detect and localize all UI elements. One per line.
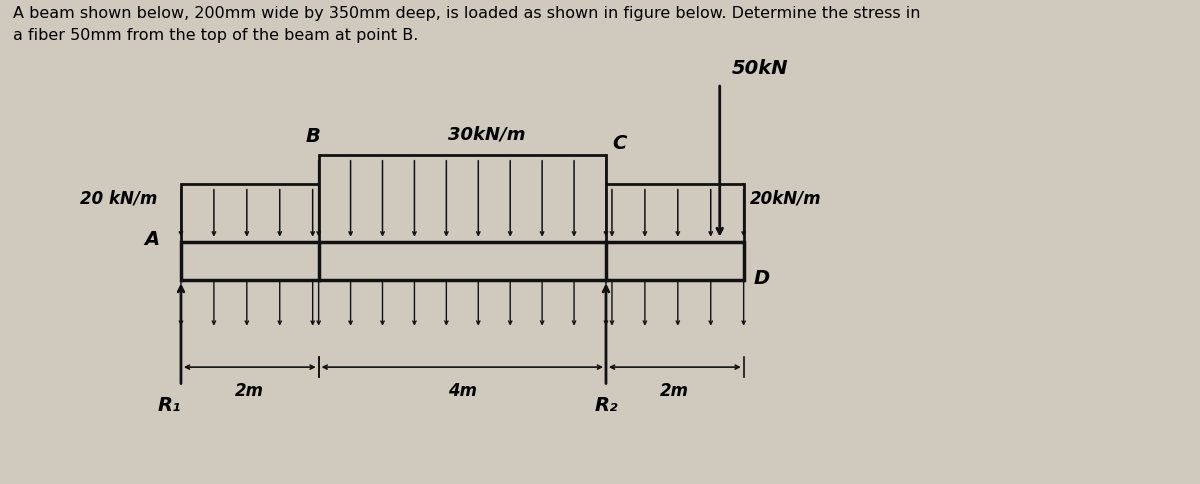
Text: A beam shown below, 200mm wide by 350mm deep, is loaded as shown in figure below: A beam shown below, 200mm wide by 350mm … — [13, 6, 920, 44]
Text: C: C — [612, 134, 626, 153]
Text: 20 kN/m: 20 kN/m — [79, 190, 157, 208]
Text: 30kN/m: 30kN/m — [448, 125, 526, 143]
Text: 2m: 2m — [660, 381, 689, 400]
Text: R₂: R₂ — [594, 396, 618, 415]
Text: 20kN/m: 20kN/m — [750, 189, 821, 207]
Text: 2m: 2m — [235, 381, 264, 400]
Text: A: A — [144, 230, 160, 249]
Text: B: B — [305, 127, 320, 146]
Text: R₁: R₁ — [157, 396, 181, 415]
Text: D: D — [754, 269, 769, 287]
Text: 4m: 4m — [448, 381, 476, 400]
Text: 50kN: 50kN — [732, 60, 788, 78]
